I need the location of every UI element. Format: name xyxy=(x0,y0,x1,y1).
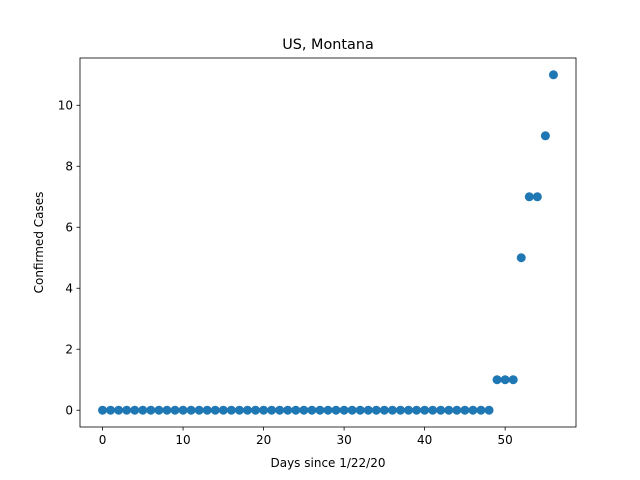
data-point xyxy=(170,405,180,415)
y-tick-label: 10 xyxy=(58,99,73,113)
data-point xyxy=(331,405,341,415)
data-point xyxy=(379,405,389,415)
data-point xyxy=(508,375,518,385)
y-tick-label: 6 xyxy=(65,221,73,235)
data-point xyxy=(500,375,510,385)
data-point xyxy=(162,405,172,415)
data-point xyxy=(339,405,349,415)
x-tick-label: 10 xyxy=(175,433,190,447)
data-point xyxy=(532,192,542,202)
data-point xyxy=(283,405,293,415)
data-point xyxy=(267,405,277,415)
data-point xyxy=(242,405,252,415)
data-points xyxy=(98,70,558,415)
data-point xyxy=(251,405,261,415)
x-axis-ticks: 0 10 20 30 40 50 xyxy=(99,427,513,447)
data-point xyxy=(315,405,325,415)
data-point xyxy=(98,405,108,415)
y-axis-ticks: 0 2 4 6 8 10 xyxy=(58,99,80,418)
plot-frame xyxy=(79,57,577,428)
data-point xyxy=(395,405,405,415)
chart-title: US, Montana xyxy=(282,37,374,53)
data-point xyxy=(412,405,422,415)
data-point xyxy=(259,405,269,415)
data-point xyxy=(154,405,164,415)
y-tick-label: 0 xyxy=(65,404,73,418)
data-point xyxy=(323,405,333,415)
data-point xyxy=(186,405,196,415)
data-point xyxy=(355,405,365,415)
data-point xyxy=(210,405,220,415)
data-point xyxy=(114,405,124,415)
y-tick-label: 8 xyxy=(65,160,73,174)
data-point xyxy=(234,405,244,415)
x-tick-label: 30 xyxy=(336,433,351,447)
data-point xyxy=(226,405,236,415)
x-axis-label: Days since 1/22/20 xyxy=(270,456,385,470)
data-point xyxy=(460,405,470,415)
data-point xyxy=(218,405,228,415)
data-point xyxy=(484,405,494,415)
x-tick-label: 20 xyxy=(256,433,271,447)
data-point xyxy=(540,131,550,141)
data-point xyxy=(404,405,414,415)
x-tick-label: 50 xyxy=(498,433,513,447)
x-tick-label: 0 xyxy=(99,433,107,447)
data-point xyxy=(468,405,478,415)
y-axis-label: Confirmed Cases xyxy=(32,192,46,294)
data-point xyxy=(122,405,132,415)
data-point xyxy=(548,70,558,80)
data-point xyxy=(444,405,454,415)
data-point xyxy=(516,253,526,263)
data-point xyxy=(299,405,309,415)
data-point xyxy=(436,405,446,415)
data-point xyxy=(524,192,534,202)
data-point xyxy=(138,405,148,415)
y-tick-label: 4 xyxy=(65,282,73,296)
data-point xyxy=(347,405,357,415)
x-tick-label: 40 xyxy=(417,433,432,447)
data-point xyxy=(428,405,438,415)
data-point xyxy=(194,405,204,415)
data-point xyxy=(387,405,397,415)
data-point xyxy=(476,405,486,415)
data-point xyxy=(420,405,430,415)
data-point xyxy=(146,405,156,415)
data-point xyxy=(106,405,116,415)
data-point xyxy=(492,375,502,385)
data-point xyxy=(452,405,462,415)
data-point xyxy=(178,405,188,415)
data-point xyxy=(130,405,140,415)
data-point xyxy=(371,405,381,415)
y-tick-label: 2 xyxy=(65,343,73,357)
data-point xyxy=(363,405,373,415)
data-point xyxy=(275,405,285,415)
data-point xyxy=(307,405,317,415)
data-point xyxy=(291,405,301,415)
data-point xyxy=(202,405,212,415)
